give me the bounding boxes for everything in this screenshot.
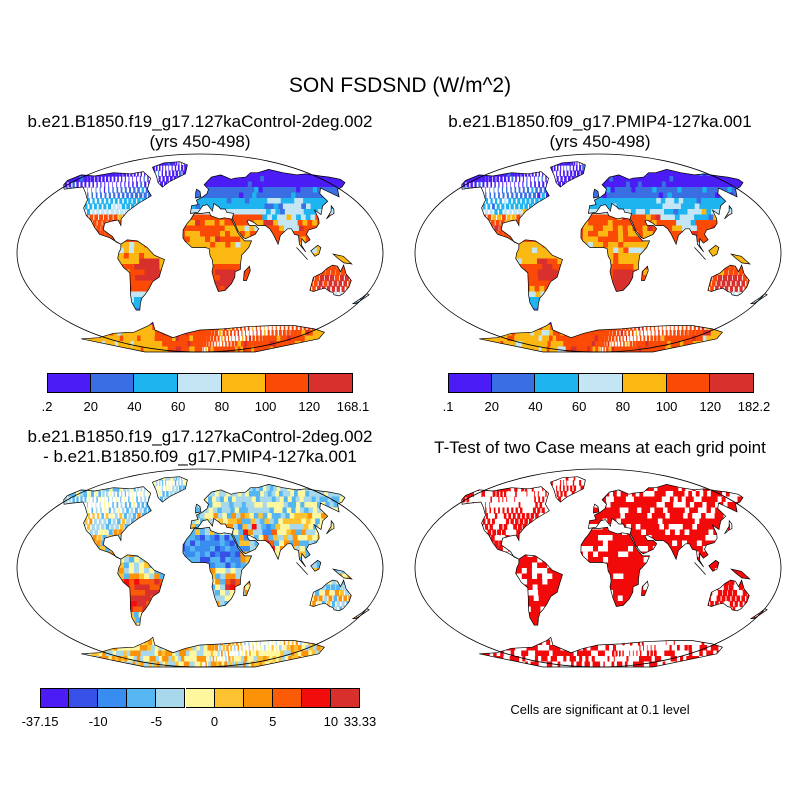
panel3-title: b.e21.B1850.f19_g17.127kaControl-2deg.00…	[0, 427, 400, 467]
significance-note: Cells are significant at 0.1 level	[510, 702, 690, 717]
colorbar-swatch	[448, 373, 492, 393]
colorbar-swatch	[666, 373, 711, 393]
ttest-significance-map	[414, 468, 782, 668]
coastlines	[63, 476, 370, 668]
colorbar-swatch	[156, 688, 186, 708]
colorbar-swatch	[272, 688, 302, 708]
control-mean-map	[16, 153, 384, 353]
colorbar-label: 120	[298, 399, 321, 414]
colorbar-swatch	[622, 373, 667, 393]
panel1-title-line1: b.e21.B1850.f19_g17.127kaControl-2deg.00…	[27, 112, 373, 131]
colorbar-swatch	[185, 688, 215, 708]
colorbar-label: 100	[254, 399, 277, 414]
panel4-title-line1: T-Test of two Case means at each grid po…	[434, 438, 766, 457]
colorbar-swatch	[40, 688, 70, 708]
colorbar-swatch	[491, 373, 536, 393]
coastlines	[461, 161, 768, 353]
panel3-title-line1: b.e21.B1850.f19_g17.127kaControl-2deg.00…	[27, 427, 373, 446]
map-border	[16, 153, 384, 353]
colorbar-label: 33.33	[343, 714, 377, 729]
pmip4-mean-map	[414, 153, 782, 353]
colorbar-swatch	[301, 688, 331, 708]
colorbar-label: 20	[484, 399, 499, 414]
colorbar-label: 10	[323, 714, 339, 729]
colorbar-label: 168.1	[336, 399, 370, 414]
colorbar-swatch	[710, 373, 754, 393]
colorbar-label: .1	[442, 399, 454, 414]
panel2-title-line1: b.e21.B1850.f09_g17.PMIP4-127ka.001	[448, 112, 752, 131]
colorbar-swatch	[309, 373, 353, 393]
colorbar-swatch	[178, 373, 222, 393]
colorbar-label: 182.2	[737, 399, 771, 414]
colorbar-label: 60	[170, 399, 186, 414]
coastlines	[461, 476, 768, 668]
colorbar-label: 100	[655, 399, 678, 414]
map-border	[16, 468, 384, 668]
colorbar-swatch	[243, 688, 273, 708]
colorbar-label: 0	[210, 714, 219, 729]
colorbar-swatch	[90, 373, 135, 393]
colorbar-label: -37.15	[21, 714, 59, 729]
panel1-title-line2: (yrs 450-498)	[149, 132, 251, 151]
map-border	[414, 468, 782, 668]
colorbar-label: -5	[150, 714, 163, 729]
colorbar-swatch	[330, 688, 360, 708]
panel4-title: T-Test of two Case means at each grid po…	[400, 438, 800, 458]
colorbar-label: 80	[615, 399, 631, 414]
panel2-title-line2: (yrs 450-498)	[549, 132, 651, 151]
colorbar-swatch	[214, 688, 244, 708]
panel3-title-line2: - b.e21.B1850.f09_g17.PMIP4-127ka.001	[43, 447, 357, 466]
colorbar-swatch	[134, 373, 179, 393]
colorbar-swatch	[98, 688, 128, 708]
colorbar-label: -10	[88, 714, 108, 729]
colorbar-swatch	[265, 373, 310, 393]
colorbar-swatch	[127, 688, 157, 708]
colorbar-control	[47, 373, 353, 393]
colorbar-swatch	[47, 373, 91, 393]
colorbar-label: 60	[571, 399, 587, 414]
panel2-title: b.e21.B1850.f09_g17.PMIP4-127ka.001 (yrs…	[400, 112, 800, 152]
panel1-title: b.e21.B1850.f19_g17.127kaControl-2deg.00…	[0, 112, 400, 152]
colorbar-label: 120	[699, 399, 722, 414]
colorbar-swatch	[69, 688, 99, 708]
colorbar-swatch	[579, 373, 623, 393]
colorbar-label: 5	[269, 714, 277, 729]
map-border	[414, 153, 782, 353]
coastlines	[63, 161, 370, 353]
colorbar-label: .2	[41, 399, 53, 414]
colorbar-label: 40	[127, 399, 142, 414]
colorbar-swatch	[535, 373, 580, 393]
colorbar-label: 40	[528, 399, 543, 414]
difference-map	[16, 468, 384, 668]
colorbar-label: 20	[83, 399, 98, 414]
figure-title: SON FSDSND (W/m^2)	[288, 74, 512, 97]
colorbar-label: 80	[214, 399, 230, 414]
colorbar-pmip4	[448, 373, 754, 393]
colorbar-difference	[40, 688, 360, 708]
colorbar-swatch	[221, 373, 266, 393]
